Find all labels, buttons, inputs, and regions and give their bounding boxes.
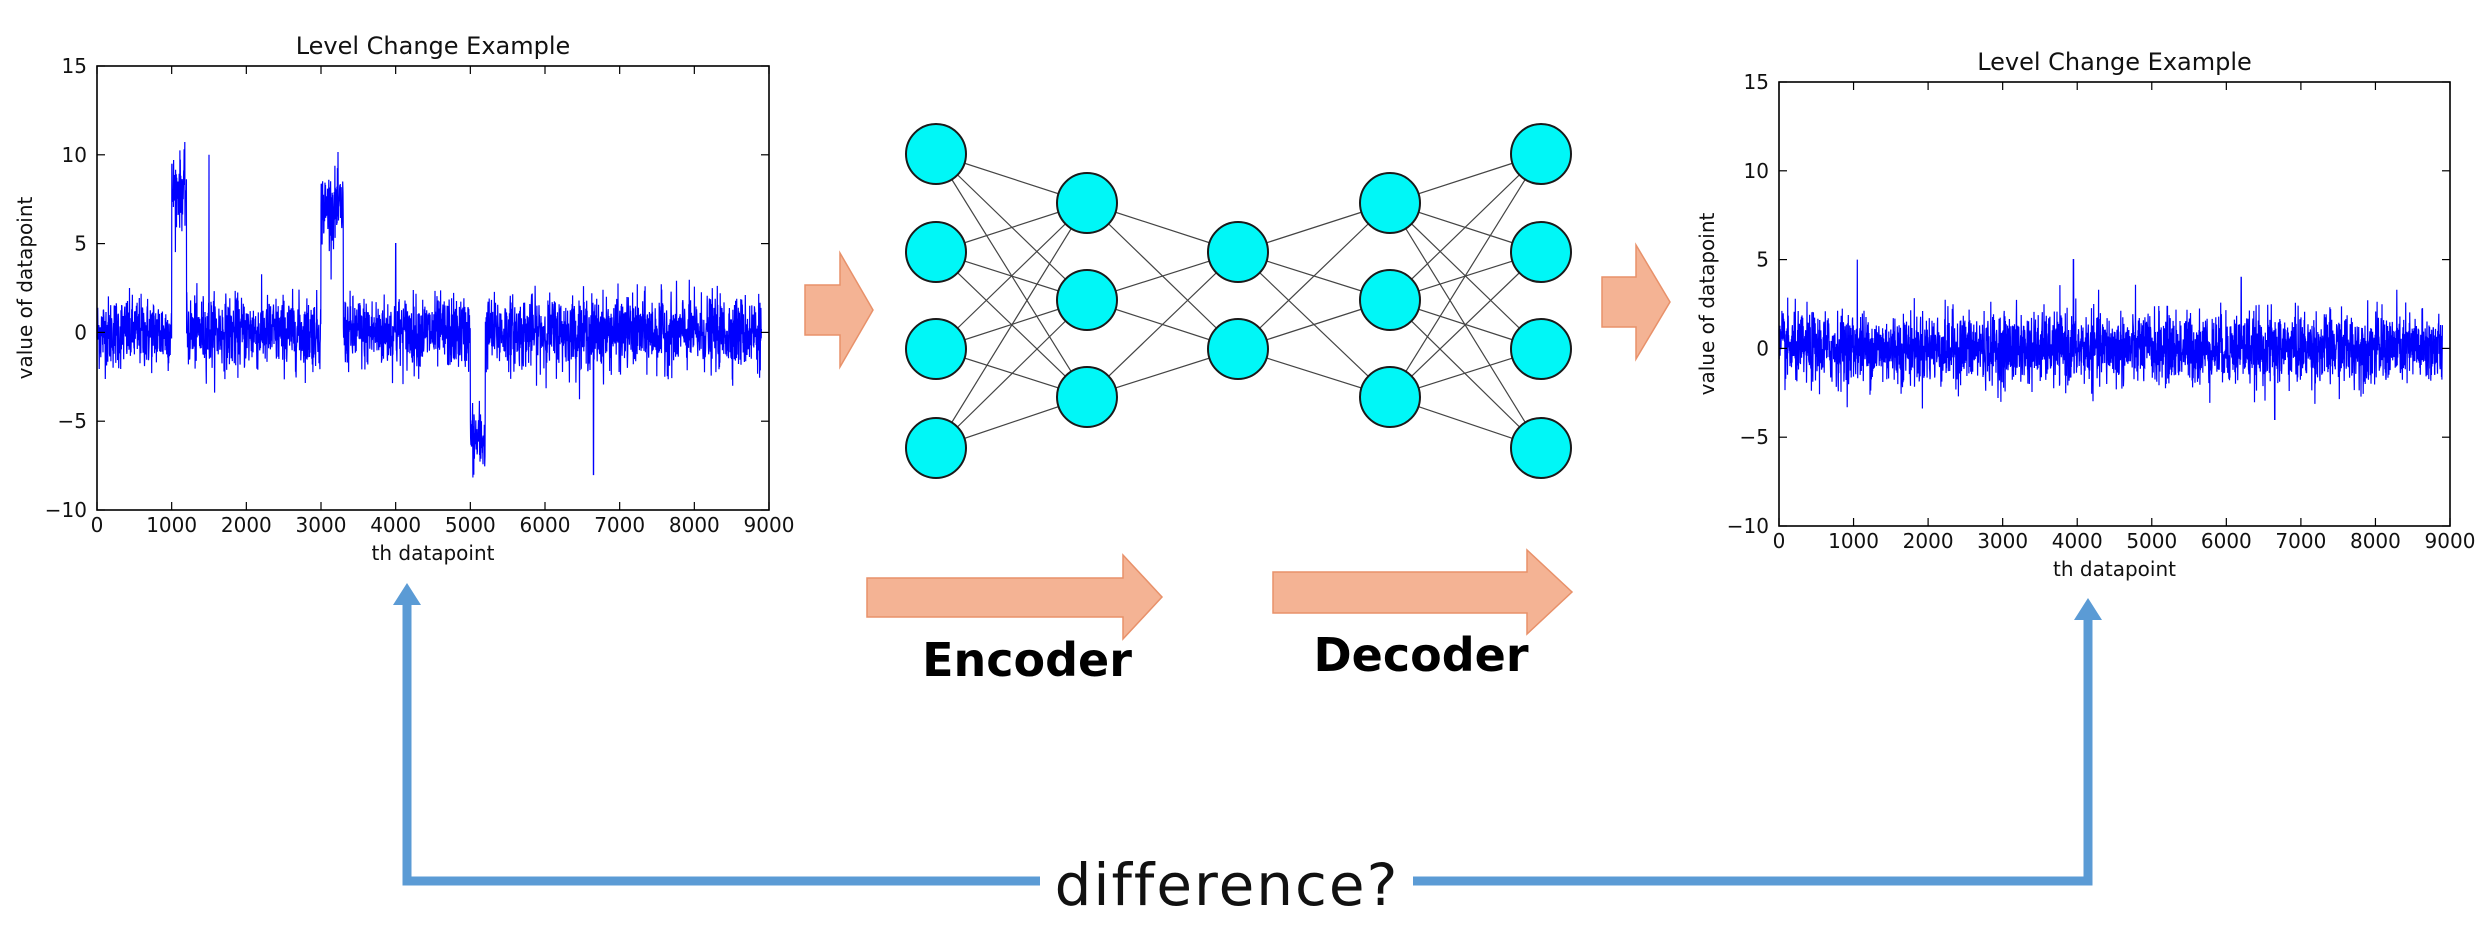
chart2-y-tick-label: −10 (1727, 514, 1769, 538)
network-edge (935, 202, 1088, 350)
chart1-x-tick-label: 9000 (744, 513, 795, 537)
network-node-layer-1 (905, 318, 967, 380)
chart2-plot-frame (1778, 81, 2451, 527)
network-edge (1389, 153, 1542, 301)
chart1-y-tick-label: 0 (74, 320, 87, 344)
chart1-title: Level Change Example (296, 32, 571, 60)
chart1-y-axis-label: value of datapoint (13, 197, 37, 380)
network-edge (1389, 299, 1542, 449)
network-node-layer-1 (905, 123, 967, 185)
output-arrow (1601, 242, 1671, 362)
chart2-x-tick-label: 2000 (1903, 529, 1954, 553)
network-node-layer-2 (1056, 366, 1118, 428)
input-arrow (804, 250, 874, 370)
network-edge (1237, 202, 1391, 350)
network-edge (1389, 153, 1542, 398)
network-node-layer-4 (1359, 172, 1421, 234)
network-node-layer-3 (1207, 318, 1269, 380)
chart2-x-tick-label: 8000 (2350, 529, 2401, 553)
network-node-layer-2 (1056, 269, 1118, 331)
arrowhead-up-right (2074, 598, 2102, 620)
chart1-y-tick-label: 15 (62, 54, 87, 78)
encoder-label: Encoder (922, 633, 1132, 687)
chart2-x-tick-label: 9000 (2425, 529, 2476, 553)
neural-network (905, 123, 1572, 479)
chart2-x-tick-label: 0 (1773, 529, 1786, 553)
network-node-layer-1 (905, 417, 967, 479)
chart2-y-tick-label: 15 (1744, 70, 1769, 94)
decoder-label: Decoder (1313, 628, 1528, 682)
network-node-layer-4 (1359, 269, 1421, 331)
chart1-y-tick-label: −5 (58, 409, 87, 433)
network-edge (935, 299, 1088, 449)
chart2-x-tick-label: 4000 (2052, 529, 2103, 553)
chart2-series-line (1778, 259, 2443, 420)
chart1-x-tick-label: 3000 (296, 513, 347, 537)
network-node-layer-3 (1207, 221, 1269, 283)
encoder-arrow (866, 553, 1164, 641)
chart1-x-tick-label: 5000 (445, 513, 496, 537)
chart2-y-tick-label: 10 (1744, 159, 1769, 183)
chart1-x-tick-label: 8000 (669, 513, 720, 537)
chart2-x-tick-label: 3000 (1977, 529, 2028, 553)
chart1-y-tick-label: 10 (62, 143, 87, 167)
chart2-title: Level Change Example (1977, 48, 2252, 76)
network-edge (1389, 251, 1542, 398)
network-node-layer-2 (1056, 172, 1118, 234)
input-chart: Level Change Example 0 1000 2000 3000 4000 500… (13, 32, 794, 565)
difference-label: difference? (1055, 851, 1400, 919)
network-edge (1389, 202, 1542, 449)
chart1-x-tick-label: 2000 (221, 513, 272, 537)
network-edge (935, 202, 1088, 449)
chart1-x-tick-label: 7000 (594, 513, 645, 537)
chart2-x-axis-label: th datapoint (2053, 557, 2176, 581)
chart1-x-tick-label: 6000 (520, 513, 571, 537)
arrowhead-up-left (393, 583, 421, 605)
output-chart: Level Change Example 0 1000 2000 3000 4000 500… (1695, 48, 2475, 581)
chart2-x-tick-label: 5000 (2126, 529, 2177, 553)
chart2-x-tick-label: 6000 (2201, 529, 2252, 553)
network-node-layer-5 (1510, 123, 1572, 185)
chart1-x-axis-label: th datapoint (372, 541, 495, 565)
network-edge (1086, 251, 1239, 398)
decoder-arrow (1272, 548, 1574, 636)
chart1-plot-frame (96, 65, 770, 511)
network-node-layer-5 (1510, 417, 1572, 479)
network-node-layer-4 (1359, 366, 1421, 428)
chart2-y-axis-label: value of datapoint (1695, 213, 1719, 396)
difference-connector-right (1413, 613, 2093, 886)
chart2-x-tick-label: 7000 (2275, 529, 2326, 553)
chart1-x-tick-label: 1000 (146, 513, 197, 537)
difference-connector-left (402, 598, 1040, 886)
network-node-layer-5 (1510, 221, 1572, 283)
chart1-y-tick-label: −10 (45, 498, 87, 522)
network-node-layer-5 (1510, 318, 1572, 380)
chart1-y-tick-label: 5 (74, 232, 87, 256)
chart1-x-tick-label: 0 (91, 513, 104, 537)
chart2-y-tick-label: 5 (1756, 248, 1769, 272)
chart2-x-tick-label: 1000 (1828, 529, 1879, 553)
chart1-series-line (96, 141, 762, 478)
chart2-y-tick-label: −5 (1740, 425, 1769, 449)
network-node-layer-1 (905, 221, 967, 283)
chart1-x-tick-label: 4000 (370, 513, 421, 537)
chart2-y-tick-label: 0 (1756, 336, 1769, 360)
